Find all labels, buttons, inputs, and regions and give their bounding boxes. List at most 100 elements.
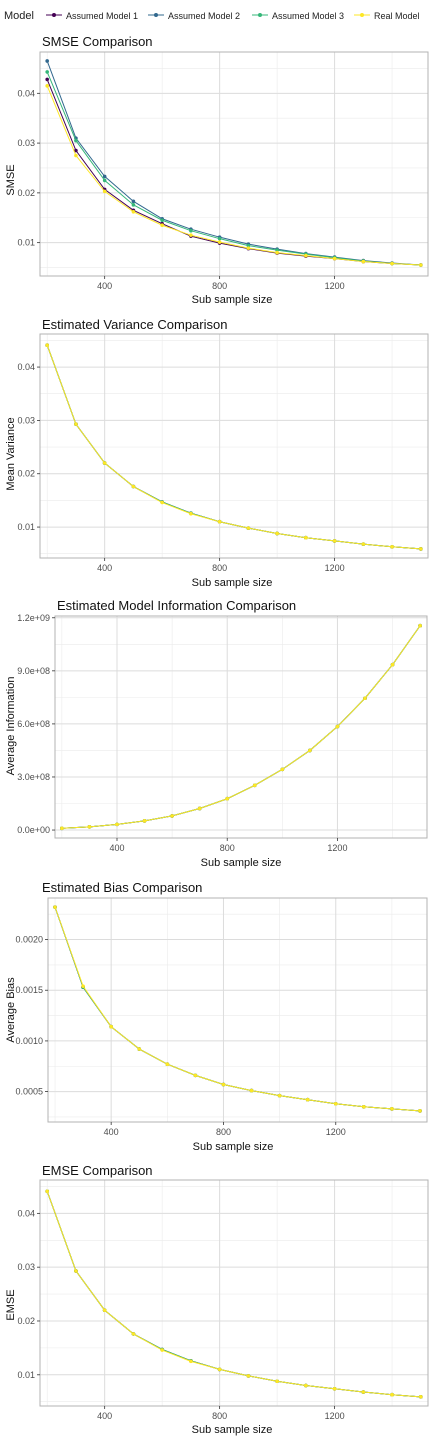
y-axis-label: Average Information bbox=[5, 677, 17, 776]
x-tick-label: 1200 bbox=[325, 563, 345, 573]
data-point-assumed-model-2 bbox=[102, 174, 107, 179]
data-point-real-model bbox=[189, 511, 193, 516]
data-point-real-model bbox=[221, 1082, 226, 1087]
y-tick-label: 0.03 bbox=[17, 1262, 35, 1272]
data-point-assumed-model-3 bbox=[45, 70, 49, 74]
x-axis-label: Sub sample size bbox=[192, 294, 273, 306]
legend: Model Assumed Model 1 Assumed Model 2 As… bbox=[4, 10, 420, 22]
legend-entry-label: Assumed Model 1 bbox=[66, 11, 138, 21]
legend-entry-assumed-model-2: Assumed Model 2 bbox=[148, 11, 240, 21]
data-point-real-model bbox=[363, 696, 367, 701]
chart-emse: EMSE Comparison 400 800 1200 0.01 0.02 0.03 0.… bbox=[5, 1163, 429, 1436]
y-tick-label: 0.02 bbox=[17, 469, 35, 479]
data-point-real-model bbox=[390, 1392, 394, 1397]
data-point-real-model bbox=[419, 1395, 423, 1399]
data-point-real-model bbox=[74, 1269, 78, 1273]
data-point-real-model bbox=[74, 153, 78, 158]
y-tick-label: 0.0020 bbox=[15, 935, 43, 945]
legend-entry-assumed-model-3: Assumed Model 3 bbox=[252, 11, 344, 21]
data-point-real-model bbox=[142, 819, 147, 823]
data-point-real-model bbox=[246, 246, 251, 250]
series-line-real-model bbox=[46, 85, 421, 266]
data-point-real-model bbox=[160, 223, 164, 228]
data-point-real-model bbox=[418, 1109, 422, 1113]
data-point-real-model bbox=[170, 814, 174, 818]
data-point-real-model bbox=[333, 1101, 338, 1106]
data-point-real-model bbox=[225, 796, 230, 801]
data-point-real-model bbox=[217, 1367, 222, 1372]
plot-border bbox=[39, 51, 429, 277]
x-tick-label: 1200 bbox=[325, 281, 345, 291]
data-point-real-model bbox=[45, 1189, 49, 1194]
y-tick-label: 0.02 bbox=[17, 1316, 35, 1326]
legend-entry-assumed-model-1: Assumed Model 1 bbox=[46, 11, 138, 21]
x-axis-label: Sub sample size bbox=[193, 1141, 274, 1153]
series-line-real-model bbox=[54, 906, 421, 1112]
data-point-real-model bbox=[189, 1359, 193, 1364]
data-point-real-model bbox=[74, 422, 78, 426]
y-tick-label: 1.2e+09 bbox=[17, 613, 50, 623]
chart-title: EMSE Comparison bbox=[42, 1163, 153, 1178]
data-point-real-model bbox=[160, 1348, 164, 1352]
data-point-real-model bbox=[305, 1097, 310, 1102]
data-point-real-model bbox=[361, 542, 366, 546]
y-axis-label: Mean Variance bbox=[5, 417, 17, 490]
data-point-real-model bbox=[332, 1386, 337, 1391]
legend-entry-label: Assumed Model 2 bbox=[168, 11, 240, 21]
legend-entry-label: Assumed Model 3 bbox=[272, 11, 344, 21]
chart-title: Estimated Bias Comparison bbox=[42, 880, 202, 895]
x-tick-label: 800 bbox=[212, 563, 227, 573]
x-tick-label: 800 bbox=[220, 843, 235, 853]
legend-title: Model bbox=[4, 10, 34, 22]
data-point-real-model bbox=[165, 1062, 170, 1067]
plot-panel bbox=[48, 898, 427, 1122]
y-tick-label: 0.0010 bbox=[15, 1036, 43, 1046]
data-point-real-model bbox=[217, 240, 222, 244]
data-point-assumed-model-1 bbox=[74, 148, 78, 153]
x-tick-label: 1200 bbox=[326, 1127, 346, 1137]
y-tick-label: 0.04 bbox=[17, 88, 35, 98]
data-point-real-model bbox=[115, 822, 119, 827]
data-point-real-model bbox=[361, 259, 366, 264]
y-tick-label: 0.01 bbox=[17, 238, 35, 248]
chart-estimated-variance: Estimated Variance Comparison 400 800 1200… bbox=[5, 317, 429, 589]
data-point-real-model bbox=[102, 1308, 107, 1313]
legend-entry-real-model: Real Model bbox=[354, 11, 420, 21]
data-point-assumed-model-3 bbox=[131, 203, 136, 207]
data-point-assumed-model-3 bbox=[102, 178, 107, 183]
data-point-real-model bbox=[87, 825, 92, 829]
data-point-real-model bbox=[275, 1379, 279, 1384]
x-tick-label: 800 bbox=[216, 1127, 231, 1137]
chart-estimated-model-information: Estimated Model Information Comparison 4… bbox=[5, 598, 428, 869]
legend-entry-label: Real Model bbox=[374, 11, 420, 21]
legend-key-point bbox=[154, 13, 158, 17]
chart-estimated-bias: Estimated Bias Comparison 400 800 1200 0.00… bbox=[5, 880, 428, 1153]
data-point-real-model bbox=[277, 1093, 282, 1098]
data-point-assumed-model-2 bbox=[131, 199, 136, 204]
data-point-real-model bbox=[362, 1104, 366, 1109]
y-tick-label: 0.04 bbox=[17, 1208, 35, 1218]
x-axis-label: Sub sample size bbox=[192, 1424, 273, 1436]
plot-border bbox=[39, 333, 429, 559]
data-point-real-model bbox=[193, 1073, 198, 1078]
y-tick-label: 6.0e+08 bbox=[17, 719, 50, 729]
plot-panel bbox=[40, 334, 428, 558]
y-tick-label: 0.03 bbox=[17, 415, 35, 425]
data-point-real-model bbox=[304, 535, 308, 540]
series-line-assumed-model-3 bbox=[46, 71, 421, 266]
chart-title: SMSE Comparison bbox=[42, 34, 153, 49]
x-tick-label: 1200 bbox=[327, 843, 347, 853]
data-point-real-model bbox=[335, 724, 340, 729]
chart-smse: SMSE Comparison 400 800 1200 0.01 0.02 0.03 0.… bbox=[5, 34, 429, 306]
data-point-real-model bbox=[249, 1088, 254, 1093]
y-tick-label: 0.01 bbox=[17, 522, 35, 532]
data-point-real-model bbox=[390, 1107, 394, 1111]
data-point-real-model bbox=[419, 263, 423, 267]
y-tick-label: 0.0e+00 bbox=[17, 825, 50, 835]
y-tick-label: 0.02 bbox=[17, 188, 35, 198]
data-point-real-model bbox=[304, 1383, 308, 1388]
data-point-assumed-model-3 bbox=[74, 138, 78, 143]
legend-key-point bbox=[52, 13, 56, 17]
data-point-real-model bbox=[246, 526, 251, 530]
data-point-assumed-model-3 bbox=[160, 218, 164, 223]
